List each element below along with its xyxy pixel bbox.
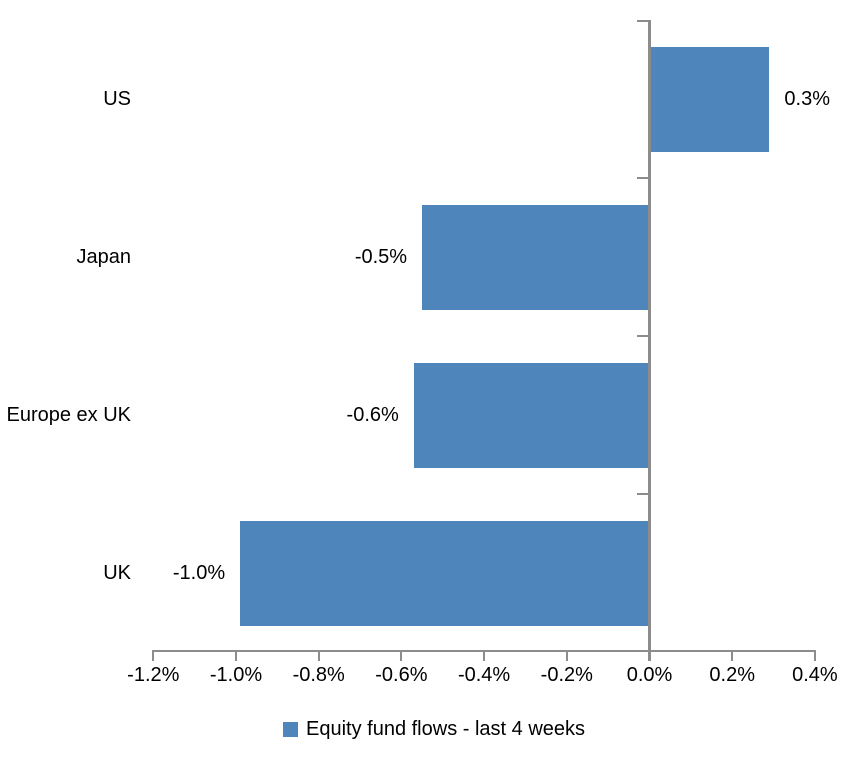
x-axis-tick-label: -1.2% xyxy=(127,664,180,686)
x-axis-tick-label: 0.4% xyxy=(792,664,838,686)
bar-us xyxy=(649,46,770,152)
zero-axis-tick xyxy=(637,177,648,179)
zero-axis-tick xyxy=(637,335,648,337)
value-label-europe-ex-uk: -0.6% xyxy=(346,404,399,426)
bar-japan xyxy=(422,204,650,310)
value-label-uk: -1.0% xyxy=(172,562,226,584)
zero-axis-tick xyxy=(637,20,648,22)
zero-axis-line xyxy=(648,20,651,661)
x-axis-tick xyxy=(317,652,320,661)
bar-europe-ex-uk xyxy=(413,362,650,468)
category-label-us: US xyxy=(103,88,131,110)
x-axis-tick xyxy=(565,652,568,661)
x-axis-tick-label: 0.2% xyxy=(709,664,755,686)
bar-uk xyxy=(240,520,650,626)
legend-label: Equity fund flows - last 4 weeks xyxy=(306,718,586,740)
x-axis-tick xyxy=(235,652,237,661)
zero-axis-tick xyxy=(637,493,648,495)
legend: Equity fund flows - last 4 weeks xyxy=(283,716,585,742)
x-axis-tick-label: -0.6% xyxy=(375,664,428,686)
x-axis-tick xyxy=(648,652,651,661)
value-label-japan: -0.5% xyxy=(354,246,408,268)
x-axis-tick xyxy=(400,652,403,661)
category-label-europe-ex-uk: Europe ex UK xyxy=(6,404,131,426)
x-axis-tick-label: -0.4% xyxy=(457,664,511,686)
legend-swatch xyxy=(283,721,298,737)
category-label-japan: Japan xyxy=(76,246,132,268)
value-label-us: 0.3% xyxy=(784,88,830,110)
x-axis-tick-label: -1.0% xyxy=(209,664,263,686)
x-axis-tick xyxy=(731,652,734,661)
x-axis-tick-label: -0.2% xyxy=(540,664,593,686)
x-axis-tick-label: 0.0% xyxy=(626,664,673,686)
x-axis-tick xyxy=(813,652,816,661)
category-label-uk: UK xyxy=(103,562,131,584)
x-axis-tick-label: -0.8% xyxy=(292,664,345,686)
x-axis-tick xyxy=(152,652,155,661)
x-axis-line xyxy=(152,650,816,652)
x-axis-tick xyxy=(483,652,486,661)
